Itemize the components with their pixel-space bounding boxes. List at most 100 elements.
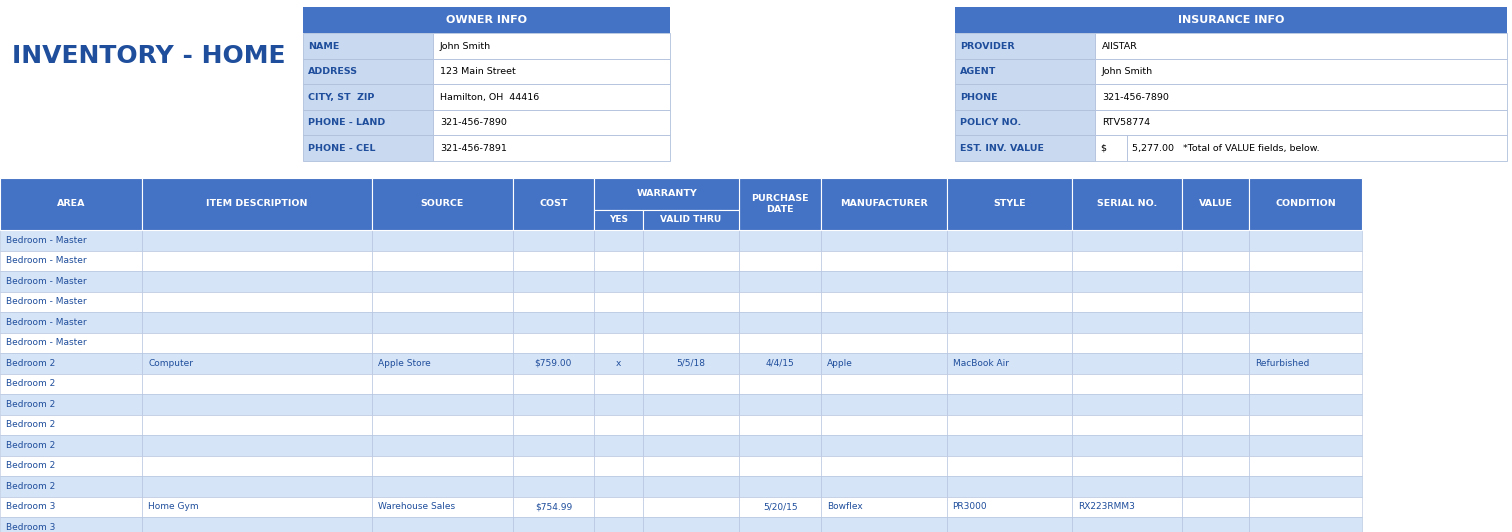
Text: MacBook Air: MacBook Air	[953, 359, 1009, 368]
Bar	[947, 496, 1072, 517]
Text: Bedroom 3: Bedroom 3	[6, 502, 56, 511]
Text: VALID THRU: VALID THRU	[661, 215, 721, 225]
Text: WARRANTY: WARRANTY	[637, 189, 697, 198]
Text: OWNER INFO: OWNER INFO	[446, 15, 528, 25]
Text: SERIAL NO.: SERIAL NO.	[1098, 200, 1157, 209]
Bar	[302, 7, 670, 34]
Bar	[1182, 496, 1249, 517]
Bar	[1182, 251, 1249, 271]
Text: MANUFACTURER: MANUFACTURER	[839, 200, 928, 209]
Bar	[513, 251, 594, 271]
Bar	[1072, 251, 1182, 271]
Text: Warehouse Sales: Warehouse Sales	[378, 502, 455, 511]
Bar	[0, 353, 142, 373]
Bar	[739, 251, 821, 271]
Bar	[1249, 230, 1362, 251]
Bar	[372, 455, 513, 476]
Bar	[513, 353, 594, 373]
Bar	[594, 476, 643, 496]
Bar	[372, 394, 513, 414]
Bar	[594, 496, 643, 517]
Bar	[643, 271, 739, 292]
Text: Bedroom - Master: Bedroom - Master	[6, 277, 86, 286]
Bar	[594, 312, 643, 332]
Bar	[1249, 292, 1362, 312]
Bar	[302, 85, 432, 110]
Text: PR3000: PR3000	[953, 502, 987, 511]
Bar	[1182, 271, 1249, 292]
Bar	[0, 251, 142, 271]
Bar	[821, 312, 947, 332]
Bar	[1182, 292, 1249, 312]
Bar	[594, 178, 739, 210]
Text: RTV58774: RTV58774	[1102, 118, 1151, 127]
Bar	[643, 332, 739, 353]
Bar	[513, 496, 594, 517]
Bar	[1182, 230, 1249, 251]
Text: CONDITION: CONDITION	[1275, 200, 1337, 209]
Bar	[956, 110, 1095, 136]
Bar	[1095, 59, 1507, 85]
Bar	[947, 476, 1072, 496]
Bar	[372, 435, 513, 455]
Bar	[0, 230, 142, 251]
Bar	[1072, 414, 1182, 435]
Bar	[302, 110, 432, 136]
Bar	[1072, 496, 1182, 517]
Text: INSURANCE INFO: INSURANCE INFO	[1178, 15, 1284, 25]
Bar	[1072, 332, 1182, 353]
Bar	[947, 271, 1072, 292]
Bar	[643, 373, 739, 394]
Bar	[1072, 455, 1182, 476]
Text: PROVIDER: PROVIDER	[960, 41, 1015, 51]
Text: John Smith: John Smith	[1102, 67, 1154, 76]
Bar	[821, 353, 947, 373]
Text: 5,277.00   *Total of VALUE fields, below.: 5,277.00 *Total of VALUE fields, below.	[1132, 144, 1320, 153]
Bar	[821, 271, 947, 292]
Bar	[372, 517, 513, 532]
Text: RX223RMM3: RX223RMM3	[1078, 502, 1136, 511]
Bar	[1072, 312, 1182, 332]
Bar	[1072, 230, 1182, 251]
Bar	[372, 251, 513, 271]
Bar	[513, 394, 594, 414]
Bar	[142, 517, 372, 532]
Bar	[1072, 292, 1182, 312]
Bar	[739, 292, 821, 312]
Bar	[821, 517, 947, 532]
Text: 5/5/18: 5/5/18	[676, 359, 706, 368]
Bar	[1249, 476, 1362, 496]
Bar	[947, 230, 1072, 251]
Bar	[643, 435, 739, 455]
Bar	[0, 435, 142, 455]
Bar	[142, 476, 372, 496]
Text: VALUE: VALUE	[1199, 200, 1232, 209]
Bar	[142, 496, 372, 517]
Bar	[1249, 517, 1362, 532]
Text: Computer: Computer	[148, 359, 194, 368]
Text: YES: YES	[609, 215, 627, 225]
Bar	[1182, 455, 1249, 476]
Bar	[821, 435, 947, 455]
Bar	[142, 394, 372, 414]
Bar	[1072, 476, 1182, 496]
Text: John Smith: John Smith	[440, 41, 491, 51]
Bar	[821, 178, 947, 230]
Bar	[0, 455, 142, 476]
Text: $759.00: $759.00	[535, 359, 572, 368]
Bar	[513, 312, 594, 332]
Bar	[513, 414, 594, 435]
Bar	[513, 230, 594, 251]
Bar	[643, 251, 739, 271]
Bar	[739, 353, 821, 373]
Bar	[594, 230, 643, 251]
Bar	[372, 271, 513, 292]
Bar	[739, 414, 821, 435]
Bar	[947, 394, 1072, 414]
Bar	[1095, 85, 1507, 110]
Bar	[1249, 353, 1362, 373]
Bar	[821, 414, 947, 435]
Bar	[821, 476, 947, 496]
Bar	[0, 312, 142, 332]
Bar	[1249, 178, 1362, 230]
